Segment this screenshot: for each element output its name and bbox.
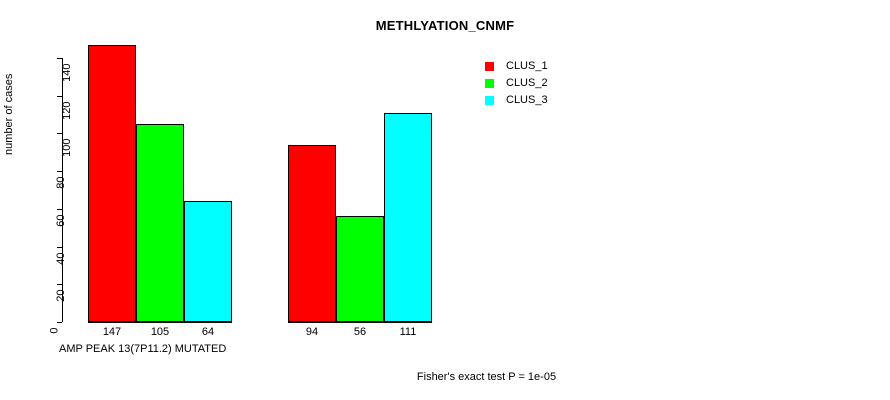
legend-swatch-clus2 [484,78,495,89]
bar-group1-clus2[interactable] [136,124,184,322]
bar-value-group2-clus3: 111 [399,326,417,338]
y-tick-100: 100 [57,133,73,157]
y-tick-120: 120 [57,95,73,120]
y-tick-0: 0 [49,322,62,334]
fisher-test-note: Fisher's exact test P = 1e-05 [416,371,557,383]
chart-title: METHLYATION_CNMF [375,18,515,33]
bar-group2-clus1[interactable] [288,145,336,322]
legend-item-clus3[interactable]: CLUS_3 [484,92,548,109]
legend-label-clus1: CLUS_1 [506,60,548,72]
y-tick-label-0: 0 [48,327,61,334]
bars-layer [62,45,452,322]
bar-value-group1-clus1: 147 [102,326,122,338]
bar-group1-clus1[interactable] [88,45,136,322]
bar-value-group2-clus2: 56 [353,326,367,338]
plot-area: 140 120 100 80 60 40 20 0 [49,45,452,355]
y-tick-20: 20 [55,284,67,302]
legend-label-clus3: CLUS_3 [506,94,548,106]
x-axis-baseline-group2 [288,322,432,323]
y-tick-80: 80 [55,171,67,189]
y-axis-line [62,58,63,322]
y-tick-60: 60 [55,208,67,227]
bar-value-group1-clus3: 64 [201,326,215,338]
x-axis-group1-label: AMP PEAK 13(7P11.2) MUTATED [59,343,227,355]
legend-item-clus2[interactable]: CLUS_2 [484,75,548,92]
legend-label-clus2: CLUS_2 [506,77,548,89]
legend-swatch-clus1 [484,61,495,72]
footer-note-row: Fisher's exact test P = 1e-05 [0,371,890,383]
bar-group2-clus3[interactable] [384,113,432,322]
legend-swatch-clus3 [484,95,495,106]
x-axis-baseline-group1 [88,322,232,323]
y-axis-title: number of cases [3,73,15,155]
y-tick-40: 40 [55,246,67,264]
bar-group1-clus3[interactable] [184,201,232,322]
y-tick-140: 140 [57,58,73,82]
bar-value-group1-clus2: 105 [150,326,170,338]
bar-group2-clus2[interactable] [336,216,384,322]
legend-item-clus1[interactable]: CLUS_1 [484,58,548,75]
bar-value-group2-clus1: 94 [305,326,319,338]
legend: CLUS_1 CLUS_2 CLUS_3 [484,58,548,109]
